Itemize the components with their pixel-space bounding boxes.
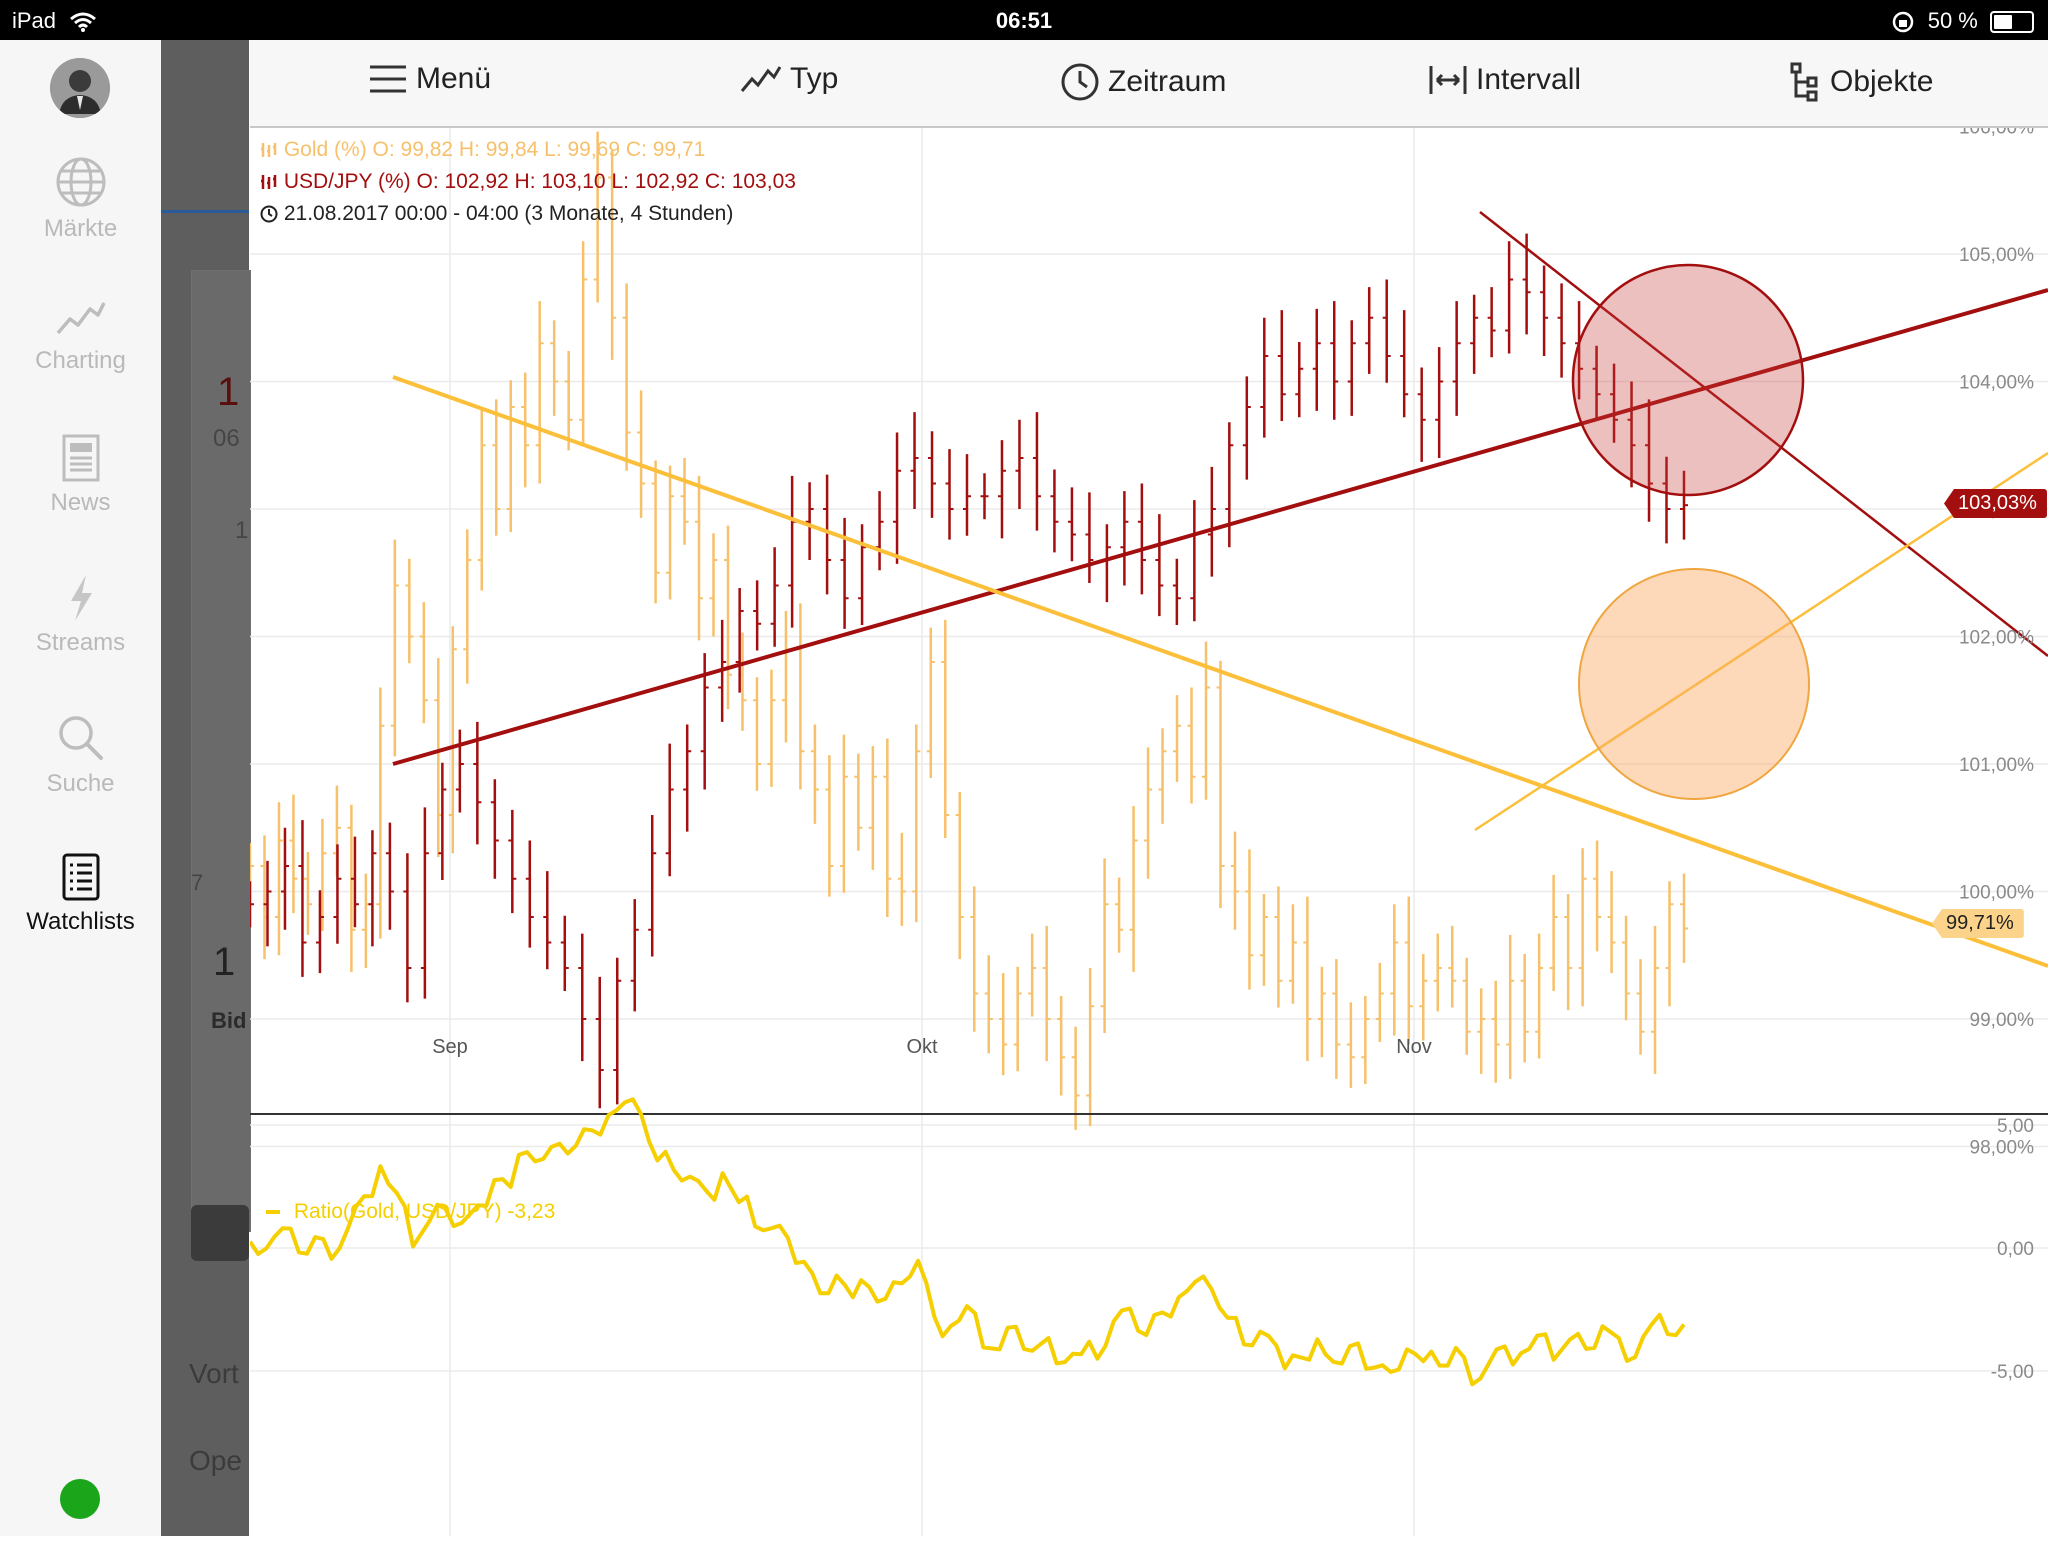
type-button[interactable]: Typ xyxy=(740,62,838,96)
trendline-gold-down xyxy=(392,375,2048,968)
ghost-text: 7 xyxy=(191,870,204,895)
legend-period: 21.08.2017 00:00 - 04:00 (3 Monate, 4 St… xyxy=(260,202,733,226)
avatar[interactable] xyxy=(50,58,110,118)
sidebar-item-label: Märkte xyxy=(43,215,118,242)
chart-line-icon xyxy=(56,302,106,335)
legend-gold-text: Gold (%) O: 99,82 H: 99,84 L: 99,69 C: 9… xyxy=(283,138,706,161)
ratio-tick-label: 5,00 xyxy=(1997,1116,2034,1137)
sidebar-item-label: News xyxy=(50,489,111,516)
y-tick-label: 98,00% xyxy=(1970,1138,2035,1159)
status-right: 50 % xyxy=(1892,8,2034,34)
sidebar-item-label: Suche xyxy=(46,770,115,797)
x-tick-label: Sep xyxy=(432,1036,468,1058)
newspaper-icon xyxy=(62,434,99,482)
sidebar-item-streams[interactable]: Streams xyxy=(0,573,161,657)
legend-usdjpy-text: USD/JPY (%) O: 102,92 H: 103,10 L: 102,9… xyxy=(283,170,796,193)
background-card xyxy=(191,270,251,1232)
lightning-icon xyxy=(70,575,92,621)
drawing-objects[interactable] xyxy=(392,211,2048,968)
ghost-text: Vort xyxy=(189,1358,239,1389)
sidebar-item-charting[interactable]: Charting xyxy=(0,295,161,375)
user-icon xyxy=(50,58,110,118)
y-tick-label: 100,00% xyxy=(1959,883,2034,904)
legend-usdjpy[interactable]: USD/JPY (%) O: 102,92 H: 103,10 L: 102,9… xyxy=(260,170,796,194)
interval-label: Intervall xyxy=(1476,63,1582,96)
clock: 06:51 xyxy=(995,8,1053,33)
hamburger-icon xyxy=(370,65,406,93)
device-name: iPad xyxy=(12,8,57,33)
ratio-tick-label: -5,00 xyxy=(1991,1362,2034,1383)
background-accent-line xyxy=(161,210,249,213)
price-tag-gold: 99,71% xyxy=(1932,909,2024,938)
background-button xyxy=(191,1205,249,1261)
sidebar-item-label: Streams xyxy=(35,629,126,656)
wifi-icon xyxy=(70,12,97,33)
sidebar-item-suche[interactable]: Suche xyxy=(0,712,161,798)
ohlc-icon xyxy=(261,175,277,190)
sidebar-item-maerkte[interactable]: Märkte xyxy=(0,155,161,243)
y-tick-label: 99,00% xyxy=(1970,1010,2035,1031)
interval-button[interactable]: Intervall xyxy=(1428,62,1581,98)
y-tick-label: 106,00% xyxy=(1959,128,2034,139)
chart-toolbar: Menü Typ Zeitraum Intervall Objekte xyxy=(250,40,2048,128)
ghost-text: 1 xyxy=(235,517,249,544)
price-tag-usdjpy: 103,03% xyxy=(1944,489,2047,518)
ratio-swatch xyxy=(266,1210,280,1215)
menu-button[interactable]: Menü xyxy=(368,62,491,96)
sidebar-item-news[interactable]: News xyxy=(0,433,161,517)
type-label: Typ xyxy=(790,62,839,95)
legend-period-text: 21.08.2017 00:00 - 04:00 (3 Monate, 4 St… xyxy=(283,202,734,225)
menu-label: Menü xyxy=(416,62,492,95)
search-icon xyxy=(58,716,103,760)
highlight-circle-gold xyxy=(1578,568,1810,800)
trendline-gold-up xyxy=(1474,451,2048,832)
sidebar: Märkte Charting News Streams Suche xyxy=(0,40,162,1536)
objects-icon xyxy=(1790,62,1818,102)
y-tick-label: 104,00% xyxy=(1959,373,2034,394)
clock-icon xyxy=(1061,63,1099,101)
sidebar-item-label: Charting xyxy=(35,347,126,374)
y-tick-label: 105,00% xyxy=(1959,245,2034,266)
objects-button[interactable]: Objekte xyxy=(1790,62,1933,102)
status-bar: iPad 06:51 50 % xyxy=(0,0,2048,40)
ratio-line xyxy=(248,1097,1686,1387)
status-left: iPad xyxy=(12,8,97,34)
sidebar-item-label: Watchlists xyxy=(26,908,135,935)
ratio-tick-label: 0,00 xyxy=(1997,1239,2034,1260)
chart-type-icon xyxy=(740,66,782,92)
ghost-text: 1 xyxy=(213,940,236,984)
sidebar-item-watchlists[interactable]: Watchlists xyxy=(0,852,161,936)
ghost-text: 06 xyxy=(213,425,240,452)
ratio-indicator-panel xyxy=(248,1097,1686,1387)
x-tick-label: Okt xyxy=(906,1036,938,1058)
y-tick-label: 102,00% xyxy=(1959,628,2034,649)
background-overlay: 1 06 1 7 1 Bid Vort Ope xyxy=(161,40,251,1536)
legend-ratio[interactable]: Ratio(Gold, USD/JPY) -3,23 xyxy=(266,1200,555,1224)
y-tick-label: 101,00% xyxy=(1959,755,2034,776)
main-chart-series xyxy=(246,131,1688,1130)
x-tick-label: Nov xyxy=(1396,1036,1432,1058)
chart-area[interactable]: 106,00%105,00%104,00%103,00%102,00%101,0… xyxy=(246,118,2048,1541)
price-chart[interactable]: 106,00%105,00%104,00%103,00%102,00%101,0… xyxy=(246,118,2048,1536)
timeframe-label: Zeitraum xyxy=(1108,65,1227,98)
interval-icon xyxy=(1429,66,1467,94)
ghost-text: Bid xyxy=(211,1008,247,1033)
ohlc-icon xyxy=(261,143,277,158)
battery-icon xyxy=(1990,11,2034,34)
timeframe-button[interactable]: Zeitraum xyxy=(1060,62,1226,102)
legend-gold[interactable]: Gold (%) O: 99,82 H: 99,84 L: 99,69 C: 9… xyxy=(260,138,705,162)
orientation-lock-icon xyxy=(1892,11,1913,33)
battery-percent: 50 % xyxy=(1927,8,1978,33)
objects-label: Objekte xyxy=(1830,65,1934,98)
clock-icon xyxy=(260,205,278,223)
ghost-text: 1 xyxy=(217,370,240,414)
highlight-circle-usdjpy xyxy=(1571,263,1805,497)
list-icon xyxy=(62,853,99,901)
trendline-usdjpy-up xyxy=(392,288,2048,766)
globe-icon xyxy=(56,157,105,207)
legend-ratio-text: Ratio(Gold, USD/JPY) -3,23 xyxy=(293,1200,556,1223)
ghost-text: Ope xyxy=(189,1445,242,1476)
trendline-usdjpy-down xyxy=(1479,211,2048,657)
connection-status-indicator xyxy=(60,1479,100,1519)
